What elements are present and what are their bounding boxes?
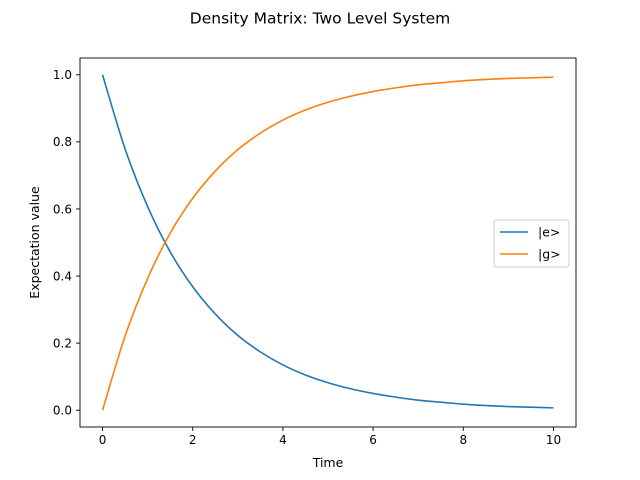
- y-tick-label: 0.8: [53, 135, 72, 149]
- x-tick-label: 6: [369, 433, 377, 447]
- y-tick-label: 0.4: [53, 269, 72, 283]
- x-tick-label: 10: [546, 433, 561, 447]
- series-layer: [101, 74, 554, 411]
- chart-title: Density Matrix: Two Level System: [190, 10, 450, 28]
- legend-label-1: |g>: [538, 247, 561, 262]
- x-tick-label: 0: [99, 433, 107, 447]
- y-tick-label: 0.6: [53, 202, 72, 216]
- series-line-0: [101, 74, 554, 409]
- legend-label-0: |e>: [538, 225, 560, 240]
- y-tick-label: 1.0: [53, 68, 72, 82]
- axes-frame: [79, 57, 577, 428]
- legend: |e> |g>: [493, 219, 570, 268]
- y-tick-label: 0.2: [53, 336, 72, 350]
- x-axis-ticks: 0 2 4 6 8 10: [99, 427, 561, 447]
- x-tick-label: 8: [459, 433, 467, 447]
- plot-area: 0 2 4 6 8 10 0.0 0.2 0.4 0.6 0.8 1.0: [53, 57, 577, 447]
- y-tick-label: 0.0: [53, 404, 72, 418]
- series-line-1: [101, 76, 554, 411]
- x-tick-label: 4: [279, 433, 287, 447]
- x-axis-label: Time: [312, 455, 344, 470]
- y-axis-label: Expectation value: [27, 186, 42, 299]
- y-axis-ticks: 0.0 0.2 0.4 0.6 0.8 1.0: [53, 68, 80, 418]
- x-tick-label: 2: [189, 433, 197, 447]
